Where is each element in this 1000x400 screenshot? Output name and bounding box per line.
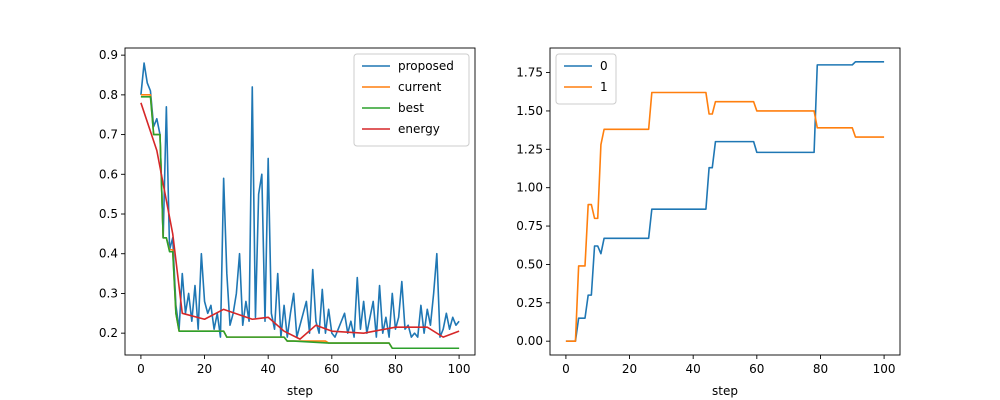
series-line-energy — [140, 102, 460, 340]
x-tick-label: 40 — [261, 362, 276, 376]
chart-proposed-current-best-energy: 0 20 40 60 80 100 0.2 0.3 0.4 0.5 0.6 0.7 0.8 0.9 step… — [99, 47, 476, 398]
plot-area — [140, 62, 460, 350]
x-tick-label: 20 — [197, 362, 212, 376]
series-line-0 — [565, 61, 885, 342]
x-tick-label: 20 — [622, 362, 637, 376]
y-tick-label: 0.25 — [516, 296, 543, 310]
y-tick-label: 0.7 — [99, 128, 118, 142]
x-axis-label: step — [287, 384, 313, 398]
y-tick-label: 0.4 — [99, 247, 118, 261]
legend-entry-current: current — [398, 80, 442, 94]
x-tick-label: 0 — [562, 362, 570, 376]
series-line-best — [140, 96, 460, 350]
legend-entry-proposed: proposed — [398, 59, 454, 73]
legend-entry-energy: energy — [398, 122, 440, 136]
x-tick-label: 60 — [324, 362, 339, 376]
legend: proposed current best energy — [353, 53, 470, 147]
x-tick-label: 60 — [749, 362, 764, 376]
y-tick-label: 0.2 — [99, 326, 118, 340]
y-tick-label: 0.3 — [99, 286, 118, 300]
y-tick-label: 0.50 — [516, 257, 543, 271]
legend: 01 — [555, 53, 617, 105]
chart-series-0-1: 0 20 40 60 80 100 0.00 0.25 0.50 0.75 1.00 1.25 1.50… — [516, 47, 901, 398]
y-tick-label: 0.5 — [99, 207, 118, 221]
plot-area — [565, 61, 885, 342]
y-tick-label: 0.00 — [516, 334, 543, 348]
y-tick-label: 0.75 — [516, 219, 543, 233]
axes-frame — [124, 47, 476, 356]
y-tick-label: 0.8 — [99, 88, 118, 102]
legend-box — [353, 53, 470, 147]
legend-entry-1: 1 — [600, 80, 608, 94]
legend-entry-0: 0 — [600, 59, 608, 73]
y-tick-label: 1.75 — [516, 66, 543, 80]
y-tick-label: 1.00 — [516, 181, 543, 195]
x-tick-label: 100 — [873, 362, 896, 376]
x-axis-label: step — [712, 384, 738, 398]
y-tick-label: 1.50 — [516, 104, 543, 118]
y-tick-label: 1.25 — [516, 142, 543, 156]
series-line-1 — [565, 91, 885, 342]
axes-frame — [549, 47, 901, 356]
x-tick-label: 100 — [448, 362, 471, 376]
x-tick-label: 0 — [137, 362, 145, 376]
x-tick-label: 80 — [388, 362, 403, 376]
legend-entry-best: best — [398, 101, 424, 115]
x-tick-label: 40 — [686, 362, 701, 376]
y-tick-label: 0.9 — [99, 48, 118, 62]
x-tick-label: 80 — [813, 362, 828, 376]
y-tick-label: 0.6 — [99, 167, 118, 181]
